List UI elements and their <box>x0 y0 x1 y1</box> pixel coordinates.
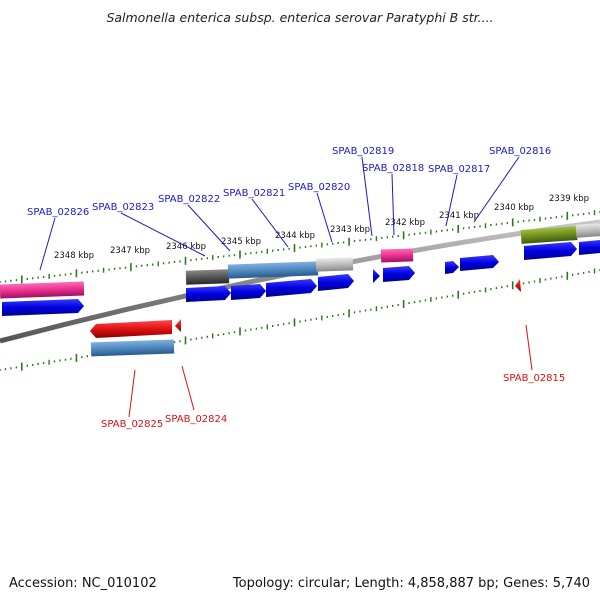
ruler-label: 2344 kbp <box>275 231 315 241</box>
ruler-labels: 2348 kbp 2347 kbp 2346 kbp 2345 kbp 2344… <box>54 194 589 261</box>
gene-label[interactable]: SPAB_02823 <box>92 202 154 213</box>
gene-label[interactable]: SPAB_02816 <box>489 146 551 157</box>
ruler-label: 2339 kbp <box>549 194 589 204</box>
forward-gene-arrow <box>318 274 354 291</box>
bottom-gene-labels: SPAB_02825 SPAB_02824 SPAB_02815 <box>101 373 565 430</box>
map-title: Salmonella enterica subsp. enterica sero… <box>106 10 493 25</box>
forward-genes <box>2 240 600 316</box>
bottom-leader-lines <box>128 324 533 418</box>
forward-gene-arrow <box>445 261 459 274</box>
pink-feature-bar <box>380 248 414 263</box>
gene-label[interactable]: SPAB_02826 <box>27 207 89 218</box>
steelblue-feature-bar <box>227 261 319 279</box>
ruler-label: 2348 kbp <box>54 251 94 261</box>
gene-label[interactable]: SPAB_02820 <box>288 182 350 193</box>
forward-gene-arrow <box>579 240 600 255</box>
reverse-gene-arrow <box>175 319 181 332</box>
accession-text: Accession: NC_010102 <box>9 576 157 591</box>
ruler-label: 2342 kbp <box>385 218 425 228</box>
ruler-label: 2340 kbp <box>494 203 534 213</box>
forward-gene-arrow <box>186 286 231 302</box>
gene-label[interactable]: SPAB_02821 <box>223 188 285 199</box>
forward-gene-arrow <box>231 284 266 300</box>
reverse-gene-arrow <box>515 279 521 292</box>
gene-label[interactable]: SPAB_02815 <box>503 373 565 384</box>
gene-label[interactable]: SPAB_02822 <box>158 194 220 205</box>
gene-label[interactable]: SPAB_02817 <box>428 164 490 175</box>
steelblue-feature-bar <box>90 339 175 357</box>
ruler-label: 2345 kbp <box>221 237 261 247</box>
forward-gene-arrow <box>383 266 415 282</box>
feature-track-upper <box>0 223 600 299</box>
top-leader-lines <box>39 156 520 271</box>
gene-label[interactable]: SPAB_02819 <box>332 146 394 157</box>
ruler-label: 2346 kbp <box>166 242 206 252</box>
ruler-label: 2347 kbp <box>110 246 150 256</box>
gene-label[interactable]: SPAB_02824 <box>165 414 227 425</box>
reverse-gene-arrow <box>90 320 172 338</box>
gray-feature-bar <box>575 223 600 238</box>
ruler-label: 2341 kbp <box>439 211 479 221</box>
forward-gene-arrow <box>266 279 317 297</box>
gray-feature-bar <box>315 257 354 272</box>
pink-feature-bar <box>0 281 85 299</box>
reverse-genes <box>90 279 521 357</box>
forward-gene-arrow <box>373 269 380 283</box>
top-gene-labels: SPAB_02826 SPAB_02823 SPAB_02822 SPAB_02… <box>27 146 551 218</box>
gene-label[interactable]: SPAB_02818 <box>362 163 424 174</box>
forward-gene-arrow <box>524 242 577 260</box>
ruler-label: 2343 kbp <box>330 225 370 235</box>
darkgray-feature-bar <box>185 269 230 285</box>
gene-label[interactable]: SPAB_02825 <box>101 419 163 430</box>
forward-gene-arrow <box>460 255 499 271</box>
topology-text: Topology: circular; Length: 4,858,887 bp… <box>232 576 590 591</box>
olive-feature-bar <box>520 226 578 244</box>
forward-gene-arrow <box>2 299 84 316</box>
